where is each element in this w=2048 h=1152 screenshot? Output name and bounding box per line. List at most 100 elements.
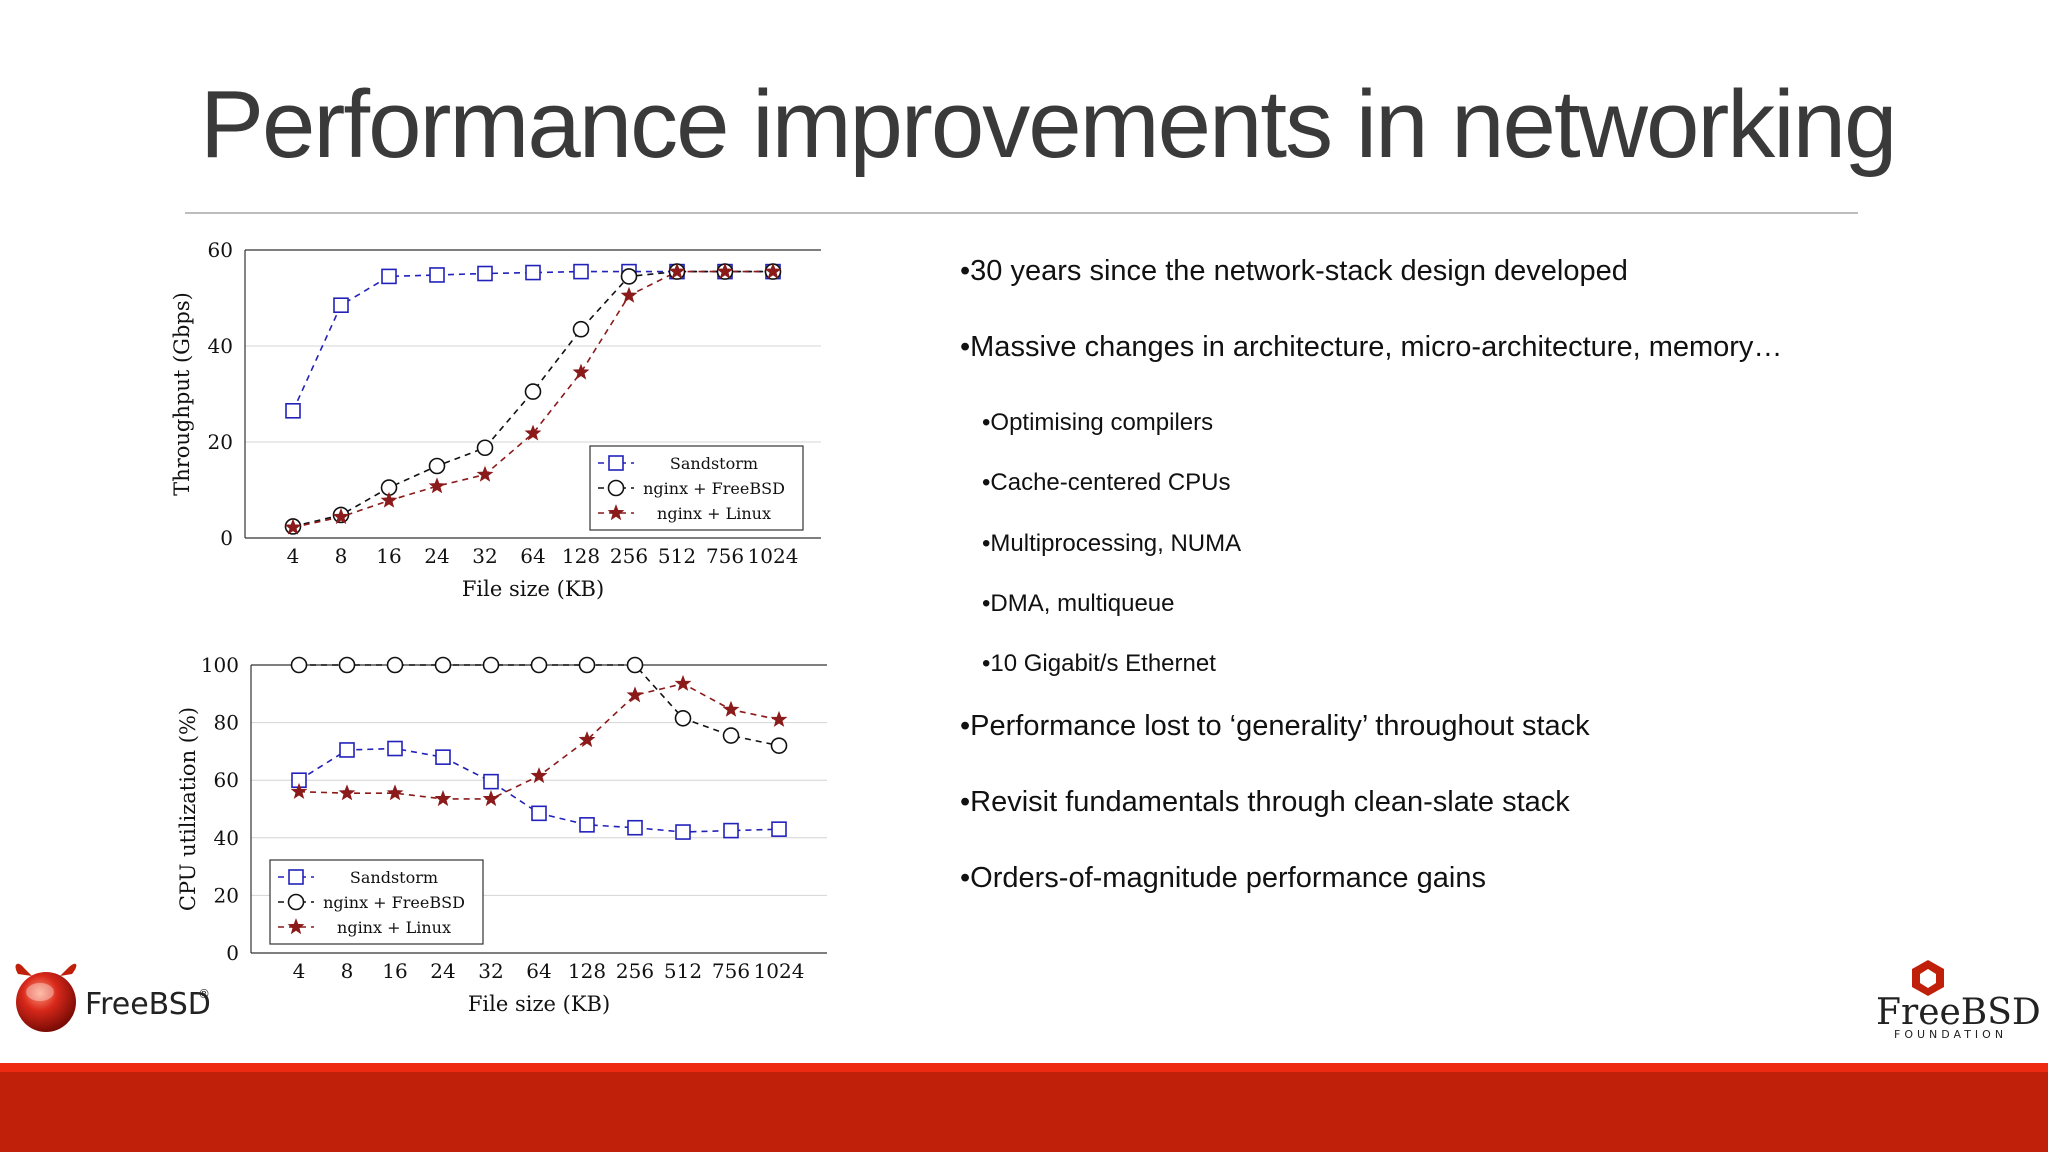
sub-bullet-item: •Cache-centered CPUs bbox=[982, 469, 1231, 496]
x-tick-label: 64 bbox=[520, 544, 545, 568]
y-tick-label: 40 bbox=[208, 334, 233, 358]
legend-marker-sandstorm bbox=[288, 869, 304, 885]
y-tick-label: 20 bbox=[214, 883, 239, 907]
bullet-item: •Massive changes in architecture, micro-… bbox=[960, 331, 1783, 363]
sub-bullet-item: •10 Gigabit/s Ethernet bbox=[982, 650, 1216, 677]
footer-bar bbox=[0, 1063, 2048, 1152]
slide-title: Performance improvements in networking bbox=[200, 71, 1897, 178]
data-point-sandstorm bbox=[435, 749, 451, 765]
legend-label-sandstorm: Sandstorm bbox=[670, 454, 758, 473]
data-point-nginx-linux bbox=[722, 700, 740, 717]
bullet-item: •Orders-of-magnitude performance gains bbox=[960, 862, 1486, 894]
data-point-nginx-freebsd bbox=[338, 656, 356, 674]
x-tick-label: 256 bbox=[610, 544, 648, 568]
data-point-nginx-freebsd bbox=[476, 439, 494, 457]
data-point-nginx-linux bbox=[530, 767, 548, 784]
x-tick-label: 16 bbox=[376, 544, 401, 568]
data-point-nginx-linux bbox=[428, 477, 446, 494]
data-point-nginx-linux bbox=[770, 710, 788, 727]
data-point-sandstorm bbox=[579, 817, 595, 833]
data-point-sandstorm bbox=[429, 267, 445, 283]
x-tick-label: 512 bbox=[664, 959, 702, 983]
data-point-nginx-freebsd bbox=[722, 727, 740, 744]
legend-marker-nginx-linux bbox=[287, 918, 305, 935]
data-point-nginx-linux bbox=[524, 424, 542, 441]
legend-box bbox=[269, 859, 484, 945]
foundation-logo-text: FreeBSD bbox=[1876, 992, 2041, 1033]
freebsd-foundation-icon: FreeBSD FOUNDATION bbox=[1876, 960, 2041, 1041]
x-tick-label: 4 bbox=[293, 959, 306, 983]
data-point-nginx-freebsd bbox=[386, 656, 404, 674]
registered-mark: ® bbox=[198, 987, 210, 1001]
data-point-sandstorm bbox=[525, 264, 541, 281]
cpu-utilization-chart: 0 20 40 60 80 100 4 8 16 24 32 64 128 256 512 756 1024 Fi… bbox=[160, 652, 840, 1027]
x-tick-label: 4 bbox=[287, 544, 300, 568]
data-point-nginx-freebsd bbox=[626, 656, 644, 674]
data-point-sandstorm bbox=[477, 265, 493, 282]
x-tick-label: 256 bbox=[616, 959, 654, 983]
x-axis-label: File size (KB) bbox=[468, 992, 610, 1016]
legend-label-nginx-freebsd: nginx + FreeBSD bbox=[323, 893, 465, 912]
foundation-logo-subtext: FOUNDATION bbox=[1894, 1028, 2007, 1041]
data-point-nginx-freebsd bbox=[674, 709, 692, 727]
throughput-chart-svg: 0 20 40 60 4 8 16 24 32 64 128 256 512 756 1024 File si… bbox=[170, 238, 821, 601]
x-tick-label: 16 bbox=[382, 959, 407, 983]
sub-bullet-item: •DMA, multiqueue bbox=[982, 590, 1175, 617]
x-tick-label: 1024 bbox=[754, 959, 805, 983]
x-tick-label: 128 bbox=[568, 959, 606, 983]
data-point-nginx-linux bbox=[674, 674, 692, 691]
data-point-nginx-linux bbox=[386, 784, 404, 801]
cpu-utilization-chart-svg: 0 20 40 60 80 100 4 8 16 24 32 64 128 256 512 756 1024 Fi… bbox=[176, 653, 827, 1016]
x-tick-label: 1024 bbox=[748, 544, 799, 568]
data-point-sandstorm bbox=[381, 268, 397, 285]
y-axis-label: Throughput (Gbps) bbox=[170, 292, 194, 496]
data-point-sandstorm bbox=[339, 742, 355, 758]
data-point-sandstorm bbox=[387, 740, 403, 757]
data-point-nginx-freebsd bbox=[290, 656, 308, 674]
x-tick-label: 24 bbox=[424, 544, 449, 568]
x-axis-label: File size (KB) bbox=[462, 577, 604, 601]
x-tick-label: 32 bbox=[478, 959, 503, 983]
legend-label-nginx-linux: nginx + Linux bbox=[657, 504, 771, 523]
y-tick-label: 100 bbox=[201, 653, 239, 677]
data-point-sandstorm bbox=[771, 821, 787, 837]
series-line-nginx-freebsd bbox=[299, 664, 780, 747]
data-point-sandstorm bbox=[675, 824, 691, 840]
data-point-nginx-freebsd bbox=[572, 320, 590, 338]
legend-marker-nginx-freebsd bbox=[607, 479, 625, 497]
data-point-nginx-freebsd bbox=[434, 656, 452, 674]
data-point-sandstorm bbox=[723, 822, 739, 839]
freebsd-logo: FreeBSD ® bbox=[10, 962, 211, 1043]
x-tick-label: 64 bbox=[526, 959, 551, 983]
sub-bullet-item: •Optimising compilers bbox=[982, 409, 1214, 436]
freebsd-foundation-logo: FreeBSD FOUNDATION bbox=[1872, 958, 2048, 1047]
freebsd-daemon-icon: FreeBSD ® bbox=[15, 963, 211, 1032]
data-point-nginx-linux bbox=[284, 518, 302, 535]
legend-label-nginx-linux: nginx + Linux bbox=[337, 918, 451, 937]
throughput-chart: 0 20 40 60 4 8 16 24 32 64 128 256 512 756 1024 File si… bbox=[160, 238, 840, 615]
y-tick-label: 60 bbox=[214, 768, 239, 792]
data-point-nginx-linux bbox=[716, 262, 734, 279]
x-tick-label: 756 bbox=[706, 544, 744, 568]
x-tick-label: 8 bbox=[335, 544, 348, 568]
y-tick-label: 20 bbox=[208, 430, 233, 454]
data-point-nginx-freebsd bbox=[530, 656, 548, 674]
data-point-nginx-linux bbox=[578, 731, 596, 748]
x-tick-label: 24 bbox=[430, 959, 455, 983]
data-point-nginx-linux bbox=[338, 784, 356, 801]
legend-marker-nginx-freebsd bbox=[287, 893, 305, 911]
data-point-nginx-freebsd bbox=[428, 457, 446, 475]
x-tick-label: 32 bbox=[472, 544, 497, 568]
data-point-nginx-linux bbox=[482, 790, 500, 807]
y-tick-label: 0 bbox=[226, 941, 239, 965]
data-point-nginx-linux bbox=[290, 782, 308, 799]
x-tick-label: 756 bbox=[712, 959, 750, 983]
data-point-sandstorm bbox=[333, 297, 349, 314]
data-point-nginx-linux bbox=[434, 790, 452, 807]
sub-bullet-item: •Multiprocessing, NUMA bbox=[982, 530, 1242, 557]
data-point-nginx-linux bbox=[572, 363, 590, 380]
data-point-sandstorm bbox=[531, 805, 547, 822]
legend-label-sandstorm: Sandstorm bbox=[350, 868, 438, 887]
y-axis-label: CPU utilization (%) bbox=[176, 707, 200, 911]
data-point-nginx-linux bbox=[380, 491, 398, 508]
